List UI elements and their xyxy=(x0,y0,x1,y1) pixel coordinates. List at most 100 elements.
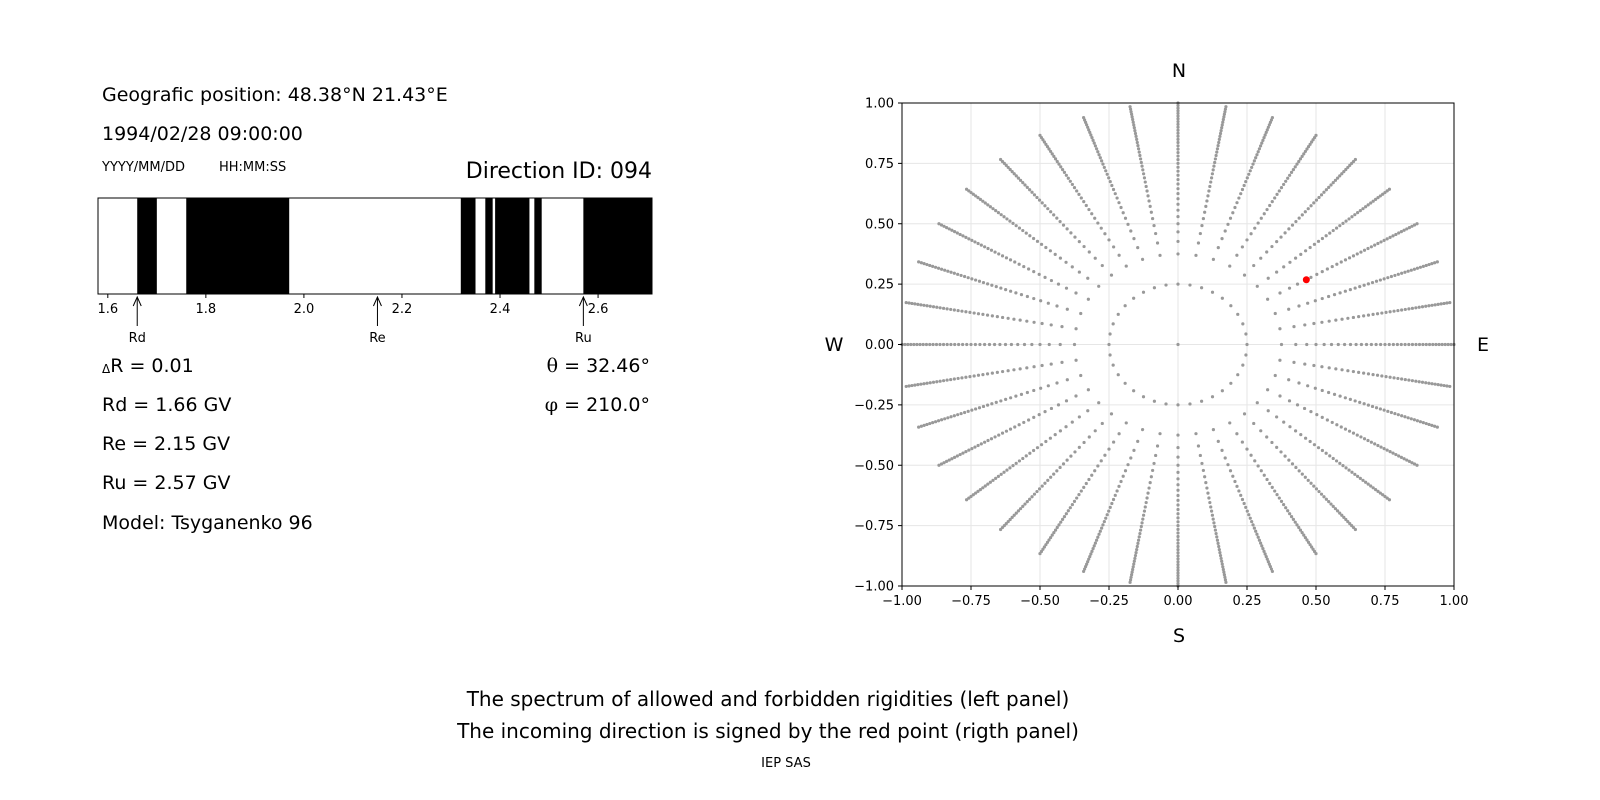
grid-point-370 xyxy=(1176,187,1180,191)
grid-point-806 xyxy=(1004,429,1009,433)
grid-point-1233 xyxy=(1325,418,1329,422)
grid-point-334 xyxy=(1207,189,1211,193)
grid-point-347 xyxy=(1217,140,1221,145)
grid-point-1293 xyxy=(1427,422,1431,427)
grid-point-1084 xyxy=(1223,456,1227,460)
grid-point-205 xyxy=(1361,207,1365,211)
y-tick-label-4: 0.00 xyxy=(865,338,894,353)
grid-point-68 xyxy=(1440,342,1444,347)
grid-point-627 xyxy=(986,282,990,286)
grid-point-876 xyxy=(1055,469,1059,473)
grid-point-342 xyxy=(1213,157,1217,161)
grid-point-152 xyxy=(1320,270,1324,274)
grid-point-84 xyxy=(1362,314,1366,318)
grid-point-840 xyxy=(1031,448,1036,453)
grid-point-1177 xyxy=(1331,504,1335,508)
grid-point-907 xyxy=(1096,464,1100,468)
grid-point-1223 xyxy=(1385,496,1389,500)
model-label: Model: Tsyganenko 96 xyxy=(102,512,313,534)
grid-point-58 xyxy=(1407,342,1411,347)
west-label: W xyxy=(824,334,844,356)
grid-point-860 xyxy=(974,491,978,495)
grid-point-375 xyxy=(1176,165,1180,169)
grid-point-724 xyxy=(1040,363,1044,368)
grid-point-1331 xyxy=(1445,384,1449,388)
grid-point-14 xyxy=(1132,296,1136,300)
grid-point-990 xyxy=(1139,528,1143,532)
grid-point-730 xyxy=(1001,369,1005,374)
grid-point-355 xyxy=(1221,117,1225,122)
grid-point-521 xyxy=(1040,201,1044,205)
grid-point-421 xyxy=(1134,134,1138,138)
grid-point-946 xyxy=(1115,489,1119,493)
grid-point-83 xyxy=(1357,315,1361,319)
grid-point-1319 xyxy=(1407,378,1411,382)
grid-point-570 xyxy=(978,197,982,202)
grid-point-564 xyxy=(994,209,998,213)
grid-point-473 xyxy=(1103,232,1107,236)
grid-point-236 xyxy=(1319,193,1324,197)
grid-point-788 xyxy=(928,421,932,426)
grid-point-267 xyxy=(1277,189,1281,193)
grid-point-873 xyxy=(1065,458,1069,462)
grid-point-661 xyxy=(985,313,990,317)
grid-point-420 xyxy=(1135,137,1139,142)
grid-point-624 xyxy=(999,286,1003,290)
grid-point-654 xyxy=(1025,319,1029,323)
grid-point-87 xyxy=(1375,312,1380,316)
grid-point-614 xyxy=(1065,307,1069,311)
grid-point-1073 xyxy=(1220,562,1224,566)
grid-point-1099 xyxy=(1251,523,1255,527)
grid-point-126 xyxy=(1378,278,1382,282)
grid-point-549 xyxy=(1044,245,1048,250)
grid-point-353 xyxy=(1220,123,1224,127)
grid-point-888 xyxy=(1023,502,1027,506)
grid-point-1178 xyxy=(1333,507,1338,511)
grid-point-960 xyxy=(1094,538,1099,542)
grid-point-480 xyxy=(1082,200,1086,204)
grid-point-911 xyxy=(1084,481,1088,486)
grid-point-297 xyxy=(1235,201,1239,205)
grid-point-99 xyxy=(1420,305,1425,309)
grid-point-1120 xyxy=(1245,447,1249,451)
grid-point-857 xyxy=(981,486,985,490)
grid-point-594 xyxy=(989,248,994,252)
grid-point-793 xyxy=(1086,388,1090,392)
grid-point-1208 xyxy=(1347,468,1351,472)
grid-point-1105 xyxy=(1258,541,1263,545)
grid-point-1317 xyxy=(1400,377,1404,381)
grid-point-1180 xyxy=(1338,511,1342,515)
grid-point-214 xyxy=(1383,190,1387,195)
grid-point-942 xyxy=(1123,469,1128,473)
grid-point-958 xyxy=(1097,532,1101,536)
grid-point-1194 xyxy=(1293,429,1298,433)
grid-point-291 xyxy=(1220,237,1224,241)
spectrum-tick-label-2: 2.0 xyxy=(294,302,315,317)
grid-point-937 xyxy=(1141,428,1145,432)
grid-point-869 xyxy=(1082,440,1086,445)
grid-point-1133 xyxy=(1282,502,1286,507)
grid-point-116 xyxy=(1332,293,1337,297)
grid-point-348 xyxy=(1217,137,1221,142)
grid-point-818 xyxy=(964,450,968,454)
grid-point-1230 xyxy=(1309,410,1313,414)
grid-point-524 xyxy=(1032,193,1037,197)
grid-point-1272 xyxy=(1353,399,1357,403)
grid-point-1031 xyxy=(1176,548,1180,552)
grid-point-404 xyxy=(1147,199,1151,203)
grid-point-9 xyxy=(1188,283,1192,287)
grid-point-1215 xyxy=(1366,482,1370,486)
grid-point-106 xyxy=(1442,301,1446,306)
grid-point-487 xyxy=(1066,176,1070,180)
grid-point-821 xyxy=(955,454,959,458)
grid-point-206 xyxy=(1364,205,1368,209)
grid-point-1231 xyxy=(1315,413,1319,417)
grid-point-298 xyxy=(1237,196,1241,200)
grid-point-1146 xyxy=(1305,538,1309,542)
grid-point-269 xyxy=(1282,182,1286,187)
grid-point-1201 xyxy=(1324,451,1328,455)
grid-point-186 xyxy=(1293,256,1298,260)
grid-point-213 xyxy=(1381,192,1385,196)
grid-point-290 xyxy=(1216,246,1220,250)
grid-point-1162 xyxy=(1290,462,1295,466)
